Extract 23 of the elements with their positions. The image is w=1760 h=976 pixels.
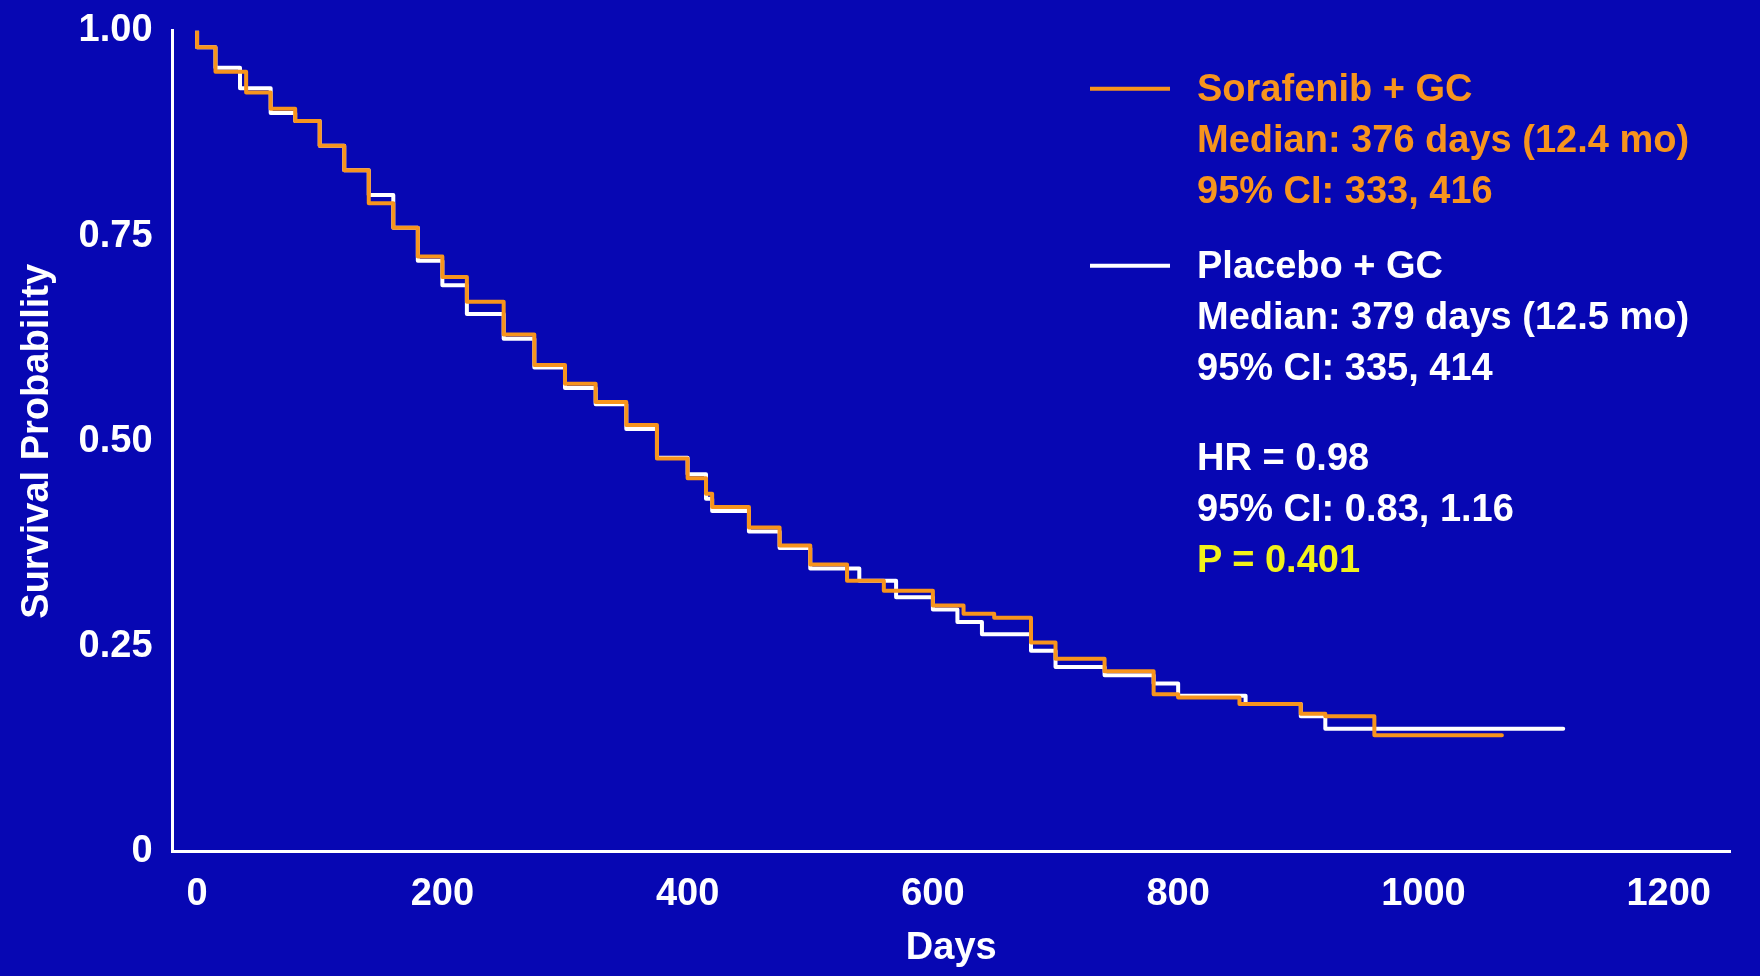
x-tick-label: 800 bbox=[1146, 871, 1210, 914]
annotation: 95% CI: 335, 414 bbox=[1197, 346, 1493, 389]
x-tick-label: 400 bbox=[655, 871, 720, 914]
y-tick-label: 0.75 bbox=[78, 212, 153, 255]
y-tick-label: 0 bbox=[131, 828, 153, 871]
annotation: 95% CI: 333, 416 bbox=[1197, 169, 1493, 212]
x-tick-label: 1000 bbox=[1381, 871, 1466, 914]
x-tick-label: 1200 bbox=[1626, 871, 1711, 914]
y-tick-label: 1.00 bbox=[78, 7, 153, 50]
y-tick-label: 0.50 bbox=[78, 417, 153, 460]
annotation: P = 0.401 bbox=[1197, 538, 1361, 581]
x-tick-label: 200 bbox=[410, 871, 475, 914]
annotation: HR = 0.98 bbox=[1197, 436, 1370, 479]
legend-label: Placebo + GC bbox=[1197, 244, 1444, 287]
x-tick-label: 600 bbox=[901, 871, 965, 914]
x-axis-title: Days bbox=[905, 924, 997, 967]
legend-label: Sorafenib + GC bbox=[1197, 67, 1473, 110]
y-axis-title: Survival Probability bbox=[14, 263, 57, 619]
annotation: Median: 379 days (12.5 mo) bbox=[1197, 295, 1690, 338]
annotation: 95% CI: 0.83, 1.16 bbox=[1197, 487, 1514, 530]
x-tick-label: 0 bbox=[186, 871, 208, 914]
annotation: Median: 376 days (12.4 mo) bbox=[1197, 118, 1690, 161]
y-tick-label: 0.25 bbox=[78, 623, 153, 666]
